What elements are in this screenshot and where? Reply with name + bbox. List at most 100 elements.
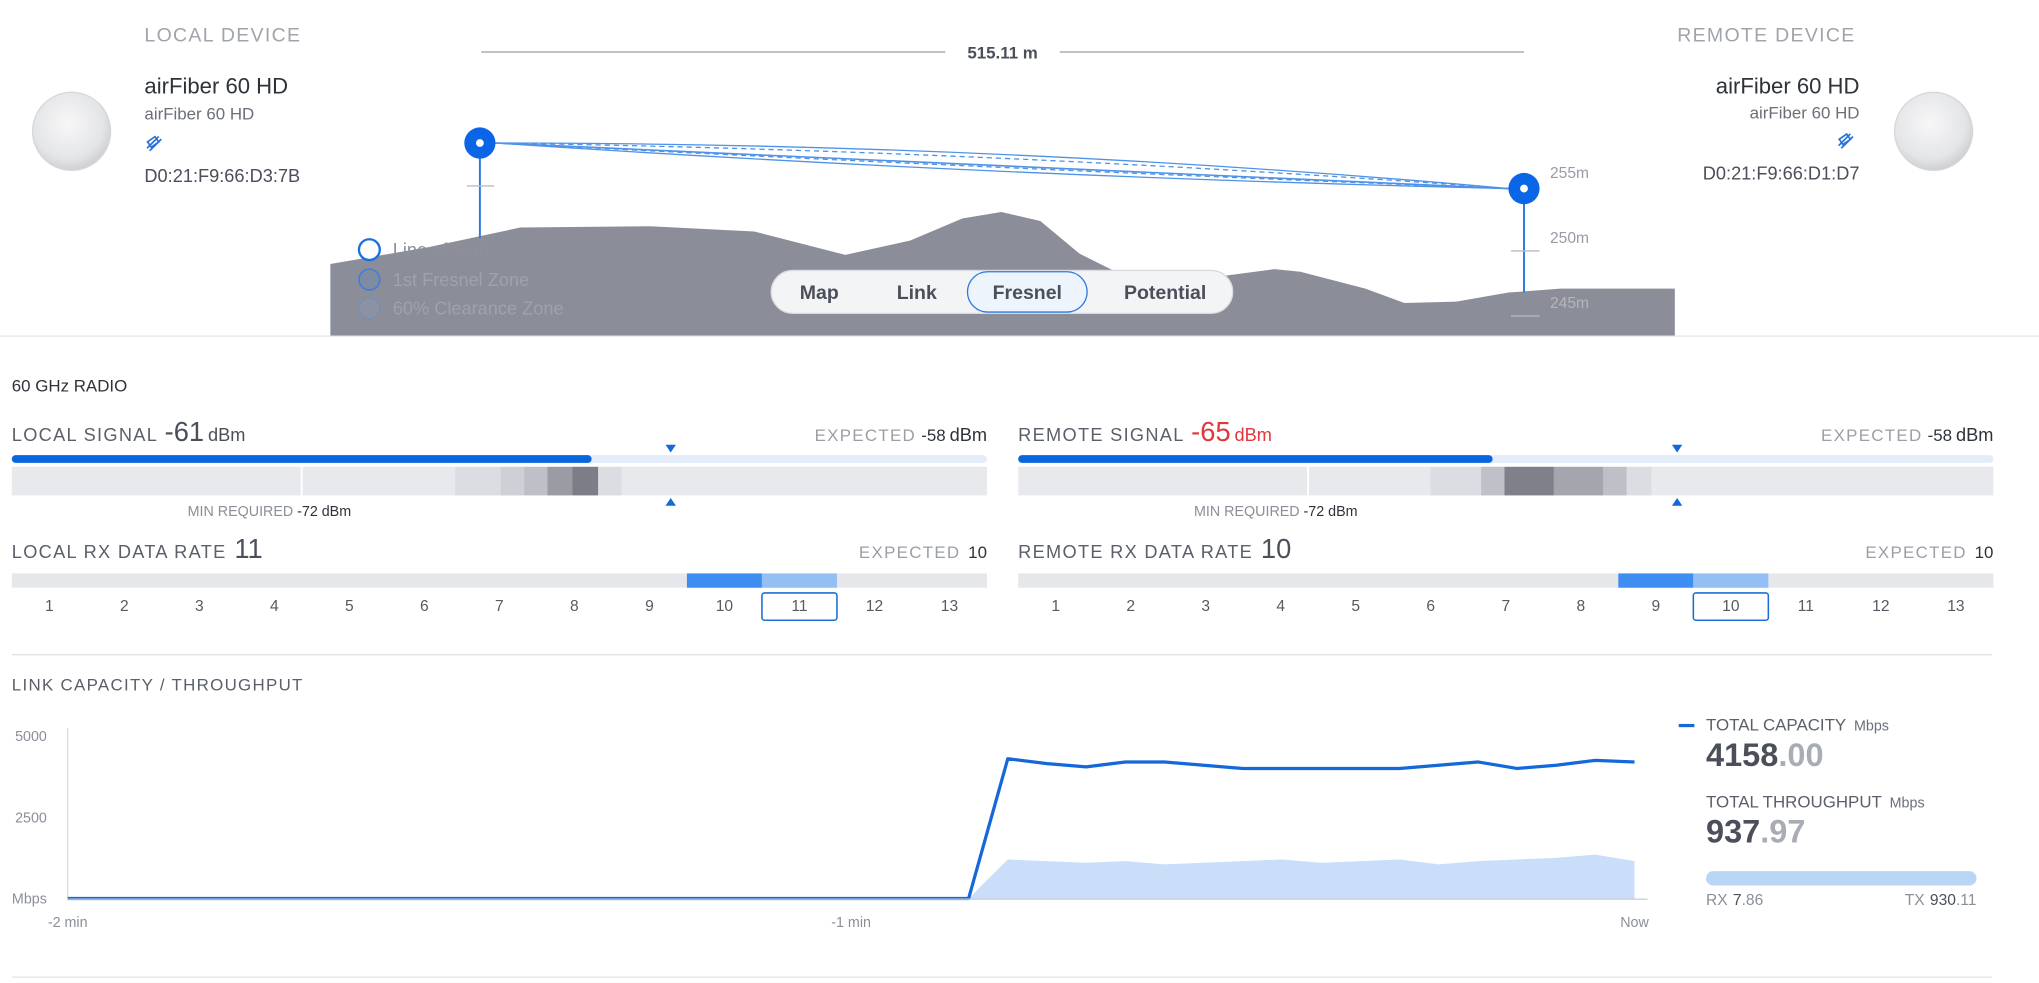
summary-label: TOTAL THROUGHPUT Mbps [1706, 792, 1925, 811]
rate-option: 2 [120, 598, 129, 615]
expected-label: EXPECTED [1821, 426, 1922, 445]
signal-value: -65 [1191, 416, 1230, 447]
device-icon [1893, 91, 1974, 171]
rate-option: 3 [195, 598, 204, 615]
rate-option: 9 [645, 598, 654, 615]
rate-option: 6 [420, 598, 429, 615]
x-tick-label: -2 min [48, 915, 88, 931]
rate-title: REMOTE RX DATA RATE 10 [1018, 533, 1291, 564]
rate-option: 1 [1051, 598, 1060, 615]
tx-value: TX 930.11 [1905, 892, 1977, 909]
rate-box [1692, 592, 1770, 622]
value-frac: .11 [1956, 892, 1977, 909]
expected-marker [665, 444, 676, 453]
rate-strip [11, 573, 987, 588]
remote-name: airFiber 60 HD [1716, 74, 1860, 99]
signal-label: REMOTE SIGNAL [1018, 425, 1184, 445]
rate-option: 13 [941, 598, 958, 615]
rate-option: 11 [1798, 598, 1814, 615]
throughput-area [67, 854, 1635, 899]
rate-option: 6 [1426, 598, 1435, 615]
rate-option: 3 [1201, 598, 1210, 615]
rate-step [686, 573, 762, 588]
legend-icon [357, 238, 381, 262]
expected-value: -58 [1928, 426, 1952, 445]
rate-label: REMOTE RX DATA RATE [1018, 542, 1253, 562]
rate-title: LOCAL RX DATA RATE 11 [12, 533, 263, 564]
rate-option: 7 [1501, 598, 1510, 615]
signal-title: LOCAL SIGNAL -61 dBm [12, 416, 246, 447]
tab[interactable]: Link [897, 282, 937, 304]
rate-option: 8 [570, 598, 579, 615]
min-unit: dBm [322, 504, 351, 520]
value-int: 7 [1733, 892, 1742, 909]
min-value: -72 [1304, 504, 1325, 520]
value-int: 4158 [1706, 737, 1778, 773]
legend-label: Line of Sight [393, 240, 494, 260]
expected-label: EXPECTED [859, 543, 960, 562]
signal-expected: EXPECTED -58 dBm [815, 425, 987, 445]
rate-label: LOCAL RX DATA RATE [12, 542, 227, 562]
min-required: MIN REQUIRED -72 dBm [1194, 504, 1358, 520]
rate-option: 7 [495, 598, 504, 615]
signal-expected: EXPECTED -58 dBm [1821, 425, 1993, 445]
remote-mac: D0:21:F9:66:D1:D7 [1703, 163, 1860, 183]
label: RX [1706, 892, 1728, 909]
rate-option: 4 [270, 598, 279, 615]
tab[interactable]: Potential [1124, 282, 1206, 304]
unit: Mbps [1854, 719, 1889, 735]
unit: Mbps [1890, 795, 1925, 811]
section-title: 60 GHz RADIO [12, 376, 127, 395]
signal-title: REMOTE SIGNAL -65 dBm [1018, 416, 1272, 447]
expected-unit: dBm [1956, 425, 1993, 445]
legend-label: 1st Fresnel Zone [393, 270, 529, 290]
rate-option: 10 [716, 598, 734, 615]
rate-option: 4 [1276, 598, 1285, 615]
rate-option: 12 [1872, 598, 1889, 615]
remote-antenna-dot [1520, 184, 1528, 193]
local-model: airFiber 60 HD [144, 105, 254, 124]
expected-unit: dBm [950, 425, 987, 445]
summary-label: TOTAL CAPACITY Mbps [1706, 716, 1889, 735]
rate-value: 11 [234, 533, 262, 564]
signal-bar [11, 455, 592, 463]
rate-option: 5 [1351, 598, 1360, 615]
rate-step [1618, 573, 1694, 588]
rate-strip [1018, 573, 1994, 588]
local-antenna-dot [475, 139, 484, 147]
min-unit: dBm [1328, 504, 1357, 520]
series-name: TOTAL THROUGHPUT [1706, 792, 1882, 811]
y-tick-label: 5000 [15, 729, 47, 745]
chart-title: LINK CAPACITY / THROUGHPUT [12, 675, 304, 694]
tab[interactable]: Fresnel [993, 282, 1062, 304]
tab[interactable]: Map [800, 282, 839, 304]
rx-value: RX 7.86 [1706, 892, 1763, 909]
rate-option: 5 [345, 598, 354, 615]
min-value: -72 [297, 504, 318, 520]
rate-option: 1 [45, 598, 54, 615]
expected-marker [665, 498, 676, 506]
label: TX [1905, 892, 1926, 909]
value-int: 937 [1706, 814, 1760, 850]
rate-option: 10 [1722, 598, 1740, 615]
expected-label: EXPECTED [1865, 543, 1966, 562]
summary-value: 937.97 [1706, 814, 1805, 850]
local-heading: LOCAL DEVICE [144, 25, 301, 47]
rate-option: 13 [1947, 598, 1964, 615]
expected-value: 10 [968, 543, 987, 562]
value-frac: .00 [1778, 737, 1823, 773]
signal-bar [1018, 455, 1493, 463]
remote-heading: REMOTE DEVICE [1677, 25, 1855, 47]
series-name: TOTAL CAPACITY [1706, 716, 1846, 735]
rx-tx-bar [1706, 871, 1977, 886]
distance: 515.11 m [967, 44, 1037, 63]
y-tick-label: 2500 [15, 810, 47, 826]
summary-value: 4158.00 [1706, 737, 1824, 773]
value-frac: .97 [1760, 814, 1805, 850]
min-required: MIN REQUIRED -72 dBm [188, 504, 352, 520]
legend-icon [358, 268, 381, 291]
rate-option: 8 [1576, 598, 1585, 615]
signal-unit: dBm [208, 425, 245, 445]
